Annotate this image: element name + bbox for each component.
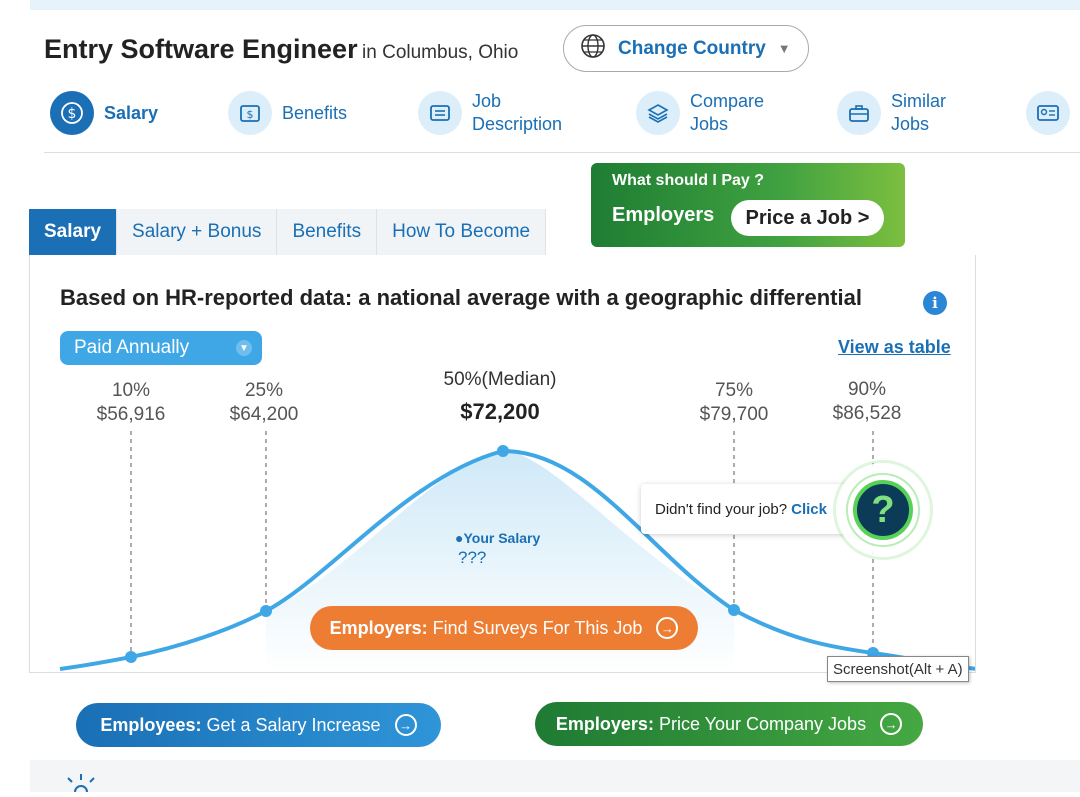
tab-benefits[interactable]: Benefits bbox=[277, 209, 378, 255]
nav-label-line-2: Jobs bbox=[891, 114, 930, 134]
dot-icon: ● bbox=[455, 530, 464, 546]
job-location: in Columbus, Ohio bbox=[362, 42, 519, 63]
svg-text:$: $ bbox=[247, 108, 254, 121]
lightbulb-icon bbox=[54, 772, 108, 797]
didnt-find-text: Didn't find your job? bbox=[655, 500, 788, 518]
pay-frequency-select[interactable]: Paid Annually ▼ bbox=[60, 331, 262, 365]
id-card-icon bbox=[1026, 91, 1070, 135]
pay-question: What should I Pay ? bbox=[612, 172, 765, 189]
document-icon bbox=[418, 91, 462, 135]
salary-tabs: Salary Salary + Bonus Benefits How To Be… bbox=[29, 209, 547, 255]
percentile-75: 75% $79,700 bbox=[674, 379, 794, 427]
nav-item-compare-jobs[interactable]: Compare Jobs bbox=[636, 84, 764, 142]
find-surveys-text: Find Surveys For This Job bbox=[432, 617, 643, 638]
help-question-button[interactable]: ? bbox=[836, 463, 930, 557]
view-as-table-link[interactable]: View as table bbox=[838, 337, 951, 357]
arrow-right-icon: → bbox=[880, 713, 903, 735]
job-title: Entry Software Engineer bbox=[44, 34, 358, 64]
find-surveys-bold: Employers: bbox=[329, 617, 428, 638]
svg-text:$: $ bbox=[68, 106, 77, 122]
nav-label-line-2: Description bbox=[472, 114, 563, 134]
help-ring: ? bbox=[846, 473, 920, 547]
your-salary-label: Your Salary bbox=[463, 530, 541, 546]
percentile-25: 25% $64,200 bbox=[204, 379, 324, 427]
change-country-label: Change Country bbox=[618, 37, 766, 59]
employees-bold: Employees: bbox=[100, 714, 202, 735]
nav-label-compare-jobs: Compare Jobs bbox=[690, 90, 764, 136]
percentile-10-value: $56,916 bbox=[96, 404, 166, 425]
percentile-25-label: 25% bbox=[244, 380, 284, 401]
your-salary-marker: ●Your Salary ??? bbox=[455, 530, 540, 568]
your-salary-value: ??? bbox=[458, 548, 487, 567]
screenshot-tooltip: Screenshot(Alt + A) bbox=[827, 656, 969, 682]
point-75 bbox=[728, 604, 740, 616]
what-should-i-pay-box: What should I Pay ? Employers Price a Jo… bbox=[591, 163, 905, 247]
nav-label-salary: Salary bbox=[104, 102, 159, 123]
globe-icon bbox=[580, 33, 606, 64]
price-company-jobs-button[interactable]: Employers: Price Your Company Jobs → bbox=[535, 702, 923, 746]
nav-label-line-1: Compare bbox=[690, 91, 765, 111]
arrow-right-icon: → bbox=[394, 714, 417, 736]
distribution-curve bbox=[59, 448, 975, 671]
nav-label-line-2: Jobs bbox=[690, 114, 729, 134]
briefcase-icon bbox=[837, 91, 881, 135]
pay-frequency-value: Paid Annually bbox=[74, 337, 190, 358]
percentile-90-value: $86,528 bbox=[832, 403, 902, 424]
nav-item-id-card[interactable] bbox=[1026, 84, 1070, 142]
salary-panel: Based on HR-reported data: a national av… bbox=[29, 255, 976, 673]
change-country-button[interactable]: Change Country ▼ bbox=[563, 25, 809, 72]
percentile-10-label: 10% bbox=[111, 380, 151, 401]
percentile-75-label: 75% bbox=[714, 380, 754, 401]
find-surveys-button[interactable]: Employers: Find Surveys For This Job → bbox=[310, 606, 698, 650]
tab-salary[interactable]: Salary bbox=[29, 209, 118, 255]
job-nav: $ Salary $ Benefits Job Description Comp… bbox=[0, 84, 1080, 152]
layers-icon bbox=[636, 91, 680, 135]
didnt-find-click-link[interactable]: Click bbox=[791, 500, 827, 518]
nav-label-benefits: Benefits bbox=[282, 102, 348, 123]
nav-label-job-description: Job Description bbox=[472, 90, 562, 136]
page-title: Entry Software Engineer in Columbus, Ohi… bbox=[44, 34, 518, 65]
percentile-50-value: $72,200 bbox=[460, 399, 540, 424]
arrow-right-icon: → bbox=[656, 617, 679, 639]
percentile-50-label: 50%(Median) bbox=[443, 369, 557, 390]
employers-text: Price Your Company Jobs bbox=[658, 713, 867, 734]
chevron-down-icon: ▼ bbox=[236, 340, 252, 356]
nav-item-similar-jobs[interactable]: Similar Jobs bbox=[837, 84, 946, 142]
dollar-icon: $ bbox=[50, 91, 94, 135]
nav-label-line-1: Job bbox=[472, 91, 502, 111]
nav-divider bbox=[44, 152, 1080, 153]
nav-item-salary[interactable]: $ Salary bbox=[50, 84, 158, 142]
tab-how-to-become[interactable]: How To Become bbox=[377, 209, 547, 255]
percentile-25-value: $64,200 bbox=[229, 404, 299, 425]
pay-employers-label: Employers bbox=[612, 204, 715, 226]
top-banner-strip bbox=[30, 0, 1080, 10]
nav-item-benefits[interactable]: $ Benefits bbox=[228, 84, 347, 142]
bottom-section bbox=[30, 760, 1080, 792]
wallet-icon: $ bbox=[228, 91, 272, 135]
didnt-find-job-popup: Didn't find your job? Click bbox=[641, 484, 861, 534]
nav-item-job-description[interactable]: Job Description bbox=[418, 84, 562, 142]
caret-down-icon: ▼ bbox=[777, 41, 791, 56]
price-a-job-button[interactable]: Price a Job > bbox=[731, 200, 884, 236]
point-50 bbox=[497, 445, 509, 457]
percentile-90: 90% $86,528 bbox=[807, 378, 927, 426]
question-icon: ? bbox=[853, 480, 913, 540]
nav-label-similar-jobs: Similar Jobs bbox=[891, 90, 946, 136]
point-10 bbox=[125, 651, 137, 663]
tab-salary-bonus[interactable]: Salary + Bonus bbox=[117, 209, 278, 255]
get-salary-increase-button[interactable]: Employees: Get a Salary Increase → bbox=[76, 703, 441, 747]
percentile-10: 10% $56,916 bbox=[71, 379, 191, 427]
info-icon[interactable]: i bbox=[923, 291, 947, 315]
employers-bold: Employers: bbox=[555, 713, 654, 734]
panel-title: Based on HR-reported data: a national av… bbox=[60, 285, 862, 310]
percentile-90-label: 90% bbox=[847, 379, 887, 400]
nav-label-line-1: Similar bbox=[891, 91, 947, 111]
percentile-75-value: $79,700 bbox=[699, 404, 769, 425]
employees-text: Get a Salary Increase bbox=[206, 714, 381, 735]
point-25 bbox=[260, 605, 272, 617]
